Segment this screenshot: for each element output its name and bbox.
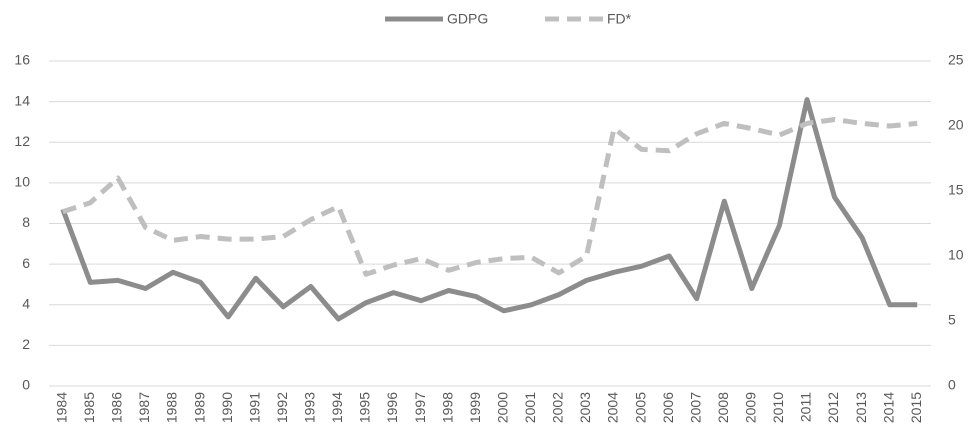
x-tick-label: 1997: [412, 392, 428, 423]
y-tick-label: 12: [14, 133, 30, 149]
x-tick-label: 1987: [136, 392, 152, 423]
x-tick-label: 1993: [302, 392, 318, 423]
y-tick-label: 14: [14, 92, 30, 108]
x-tick-label: 2004: [605, 392, 621, 423]
y-tick-label: 0: [22, 377, 30, 393]
line-series: [60, 97, 918, 322]
y-tick-label: 6: [22, 255, 30, 271]
x-tick-label: 1996: [384, 392, 400, 423]
x-tick-label: 2011: [798, 392, 814, 422]
line-series: [62, 117, 918, 277]
x-tick-label: 1984: [53, 392, 69, 423]
y-tick-label: 16: [14, 52, 30, 68]
x-tick-label: 2006: [660, 392, 676, 423]
y-tick-label: 4: [22, 295, 30, 311]
x-tick-label: 1995: [357, 392, 373, 423]
x-tick-label: 2009: [743, 392, 759, 423]
y-tick-label: 10: [14, 174, 30, 190]
legend: GDPG FD*: [385, 11, 632, 27]
x-tick-label: 2012: [825, 392, 841, 423]
legend-label: FD*: [607, 11, 632, 27]
x-tick-label: 1988: [164, 392, 180, 423]
x-tick-label: 2007: [687, 392, 703, 423]
x-tick-label: 2001: [522, 392, 538, 423]
y-tick-label: 2: [22, 336, 30, 352]
x-tick-label: 2008: [715, 392, 731, 423]
y2-tick-label: 20: [948, 117, 964, 133]
x-tick-label: 2013: [853, 392, 869, 423]
x-tick-label: 1998: [439, 392, 455, 423]
x-tick-label: 1989: [191, 392, 207, 423]
x-tick-label: 1992: [274, 392, 290, 423]
x-tick-label: 1991: [246, 392, 262, 423]
y2-tick-label: 0: [948, 377, 956, 393]
x-tick-label: 2015: [908, 392, 924, 423]
x-tick-label: 2002: [550, 392, 566, 423]
x-tick-label: 2005: [632, 392, 648, 423]
x-tick-label: 2010: [770, 392, 786, 423]
x-tick-label: 1994: [329, 392, 345, 423]
y2-tick-label: 25: [948, 52, 964, 68]
x-tick-label: 2003: [577, 392, 593, 423]
x-tick-label: 1990: [219, 392, 235, 423]
y2-tick-label: 5: [948, 312, 956, 328]
x-tick-label: 1986: [109, 392, 125, 423]
x-tick-label: 2014: [880, 392, 896, 423]
x-tick-label: 1985: [81, 392, 97, 423]
y-tick-label: 8: [22, 214, 30, 230]
y2-tick-label: 15: [948, 182, 964, 198]
legend-label: GDPG: [447, 11, 488, 27]
x-tick-label: 1999: [467, 392, 483, 423]
y2-tick-label: 10: [948, 247, 964, 263]
x-tick-label: 2000: [494, 392, 510, 423]
